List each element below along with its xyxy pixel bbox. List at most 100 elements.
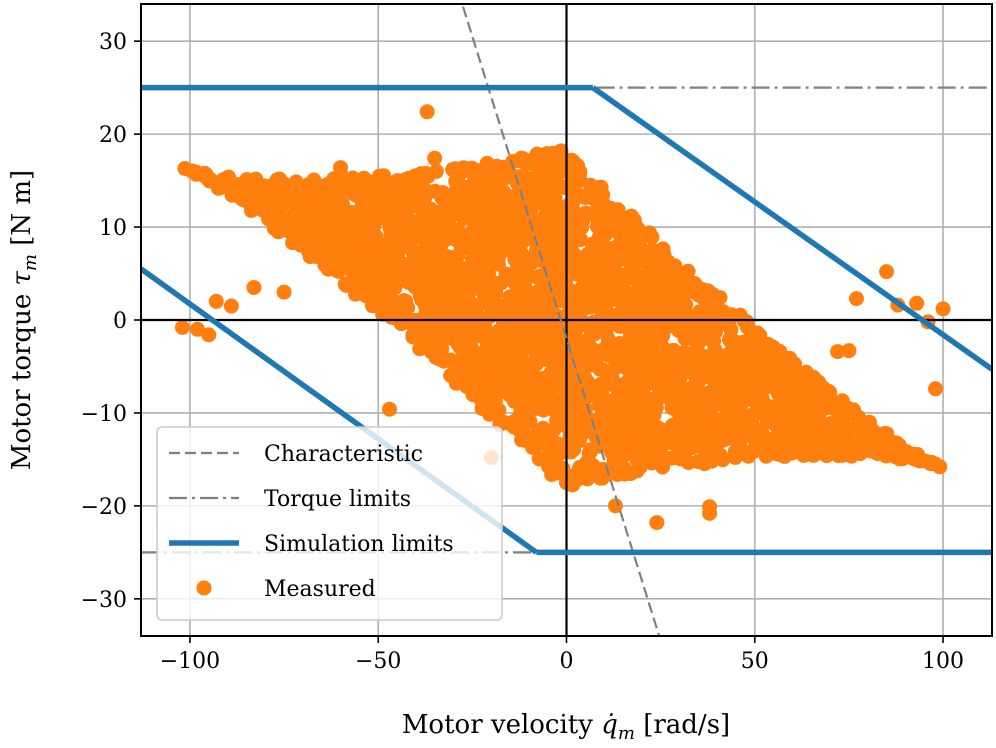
measured-point — [567, 352, 583, 368]
x-tick-label: −50 — [355, 649, 401, 674]
measured-point — [642, 228, 658, 244]
measured-point — [721, 332, 737, 348]
measured-point — [681, 309, 696, 325]
measured-point — [609, 337, 625, 353]
measured-point — [701, 404, 717, 420]
measured-point — [715, 367, 731, 383]
measured-point — [390, 247, 405, 263]
measured-point — [384, 276, 400, 292]
measured-point — [594, 384, 610, 400]
measured-point — [831, 434, 847, 450]
measured-point — [448, 165, 464, 181]
measured-point — [416, 231, 432, 247]
measured-point — [472, 381, 488, 397]
measured-point — [285, 235, 301, 251]
measured-outlier-point — [189, 321, 205, 337]
x-axis-label: Motor velocity q̇m [rad/s] — [402, 710, 730, 744]
measured-point — [600, 272, 616, 288]
measured-point — [565, 327, 581, 343]
x-tick-label: −100 — [160, 649, 220, 674]
measured-point — [434, 341, 450, 357]
measured-point — [646, 269, 662, 285]
measured-point — [668, 314, 684, 330]
measured-point — [470, 206, 486, 222]
measured-point — [529, 146, 545, 162]
measured-point — [815, 446, 831, 461]
measured-point — [895, 451, 910, 467]
measured-point — [781, 352, 796, 368]
measured-point — [521, 359, 537, 374]
measured-point — [865, 423, 881, 439]
measured-outlier-point — [792, 444, 808, 460]
measured-point — [579, 411, 595, 426]
measured-point — [546, 399, 561, 415]
measured-point — [440, 270, 455, 286]
measured-point — [300, 205, 316, 221]
measured-point — [412, 341, 428, 357]
measured-point — [467, 218, 483, 234]
measured-point — [678, 297, 694, 313]
measured-point — [551, 246, 567, 262]
measured-point — [771, 422, 787, 438]
measured-outlier-point — [276, 284, 292, 300]
legend-box — [156, 426, 503, 621]
measured-point — [532, 268, 548, 284]
measured-point — [588, 253, 603, 269]
measured-point — [611, 284, 627, 300]
measured-point — [804, 439, 820, 455]
measured-point — [665, 417, 681, 433]
measured-point — [482, 214, 498, 230]
measured-point — [549, 308, 565, 324]
measured-point — [745, 419, 761, 435]
measured-point — [565, 401, 581, 416]
measured-point — [623, 263, 638, 278]
measured-point — [690, 454, 706, 470]
measured-outlier-point — [174, 319, 190, 335]
measured-point — [605, 436, 621, 452]
y-tick-label: −30 — [81, 588, 127, 613]
y-tick-label: 30 — [99, 30, 127, 55]
measured-point — [487, 232, 503, 248]
measured-point — [625, 310, 641, 326]
measured-point — [524, 387, 540, 402]
measured-point — [356, 205, 372, 221]
measured-outlier-point — [830, 344, 846, 360]
measured-point — [507, 319, 523, 335]
measured-point — [470, 164, 486, 180]
measured-point — [296, 220, 312, 236]
measured-point — [703, 439, 719, 455]
measured-point — [469, 368, 485, 384]
measured-point — [414, 289, 430, 305]
measured-point — [495, 318, 511, 333]
measured-point — [542, 281, 558, 297]
measured-point — [596, 284, 612, 299]
measured-point — [526, 230, 542, 246]
measured-point — [667, 352, 683, 367]
measured-point — [496, 189, 512, 205]
measured-point — [421, 263, 437, 279]
measured-point — [717, 385, 733, 400]
measured-point — [735, 377, 751, 393]
measured-point — [489, 386, 505, 402]
measured-point — [452, 286, 467, 302]
measured-point — [496, 298, 512, 314]
measured-point — [599, 247, 615, 263]
measured-point — [572, 264, 588, 280]
measured-point — [321, 256, 337, 272]
measured-point — [348, 255, 364, 271]
measured-point — [425, 281, 441, 297]
measured-point — [407, 279, 423, 295]
measured-outlier-point — [382, 401, 398, 417]
measured-outlier-point — [909, 295, 925, 311]
measured-point — [813, 391, 829, 407]
measured-point — [655, 328, 671, 344]
measured-point — [637, 377, 653, 393]
measured-point — [335, 234, 351, 250]
measured-point — [417, 190, 432, 206]
measured-point — [769, 344, 785, 360]
measured-point — [340, 179, 356, 195]
measured-outlier-point — [427, 150, 443, 166]
measured-point — [453, 239, 469, 255]
measured-point — [665, 435, 681, 451]
